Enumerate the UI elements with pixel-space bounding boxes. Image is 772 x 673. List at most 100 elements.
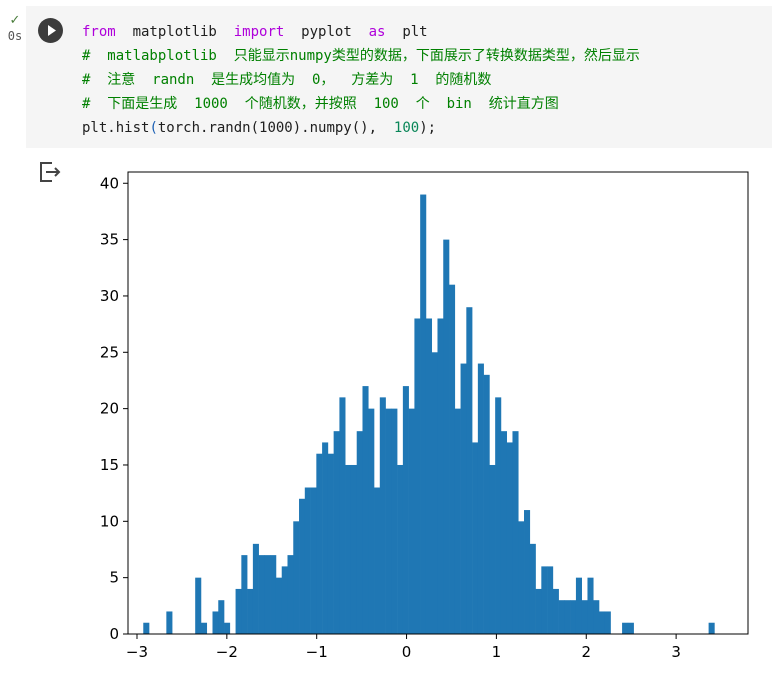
histogram-bar [143,622,150,634]
histogram-bar [270,555,277,634]
histogram-bar [333,431,340,634]
histogram-bar [558,600,565,634]
y-tick-label: 15 [100,456,119,474]
histogram-bar [604,611,611,634]
histogram-bar [535,588,542,634]
output-redirect-icon[interactable] [38,160,64,184]
histogram-bar [379,397,386,634]
code-line-2: # matlabplotlib 只能显示numpy类型的数据，下面展示了转换数据… [82,48,640,64]
histogram-bar [212,611,219,634]
histogram-bar [529,543,536,634]
code-line-3: # 注意 randn 是生成均值为 0， 方差为 1 的随机数 [82,72,492,88]
histogram-bar [368,408,375,634]
histogram-bar [293,521,300,634]
histogram-bar [408,408,415,634]
execution-time: 0s [7,29,23,43]
histogram-bar [524,510,531,634]
run-cell-button[interactable] [38,18,63,43]
histogram-bar [166,611,173,634]
histogram-bar [247,588,254,634]
histogram-bar [235,588,242,634]
histogram-bar [264,555,271,634]
histogram-bar [258,555,265,634]
histogram-bar [454,408,461,634]
histogram-bar [477,363,484,634]
histogram-bar [287,555,294,634]
histogram-bar [362,386,369,634]
histogram-bar [622,622,629,634]
histogram-bar [587,577,594,634]
x-tick-label: 0 [402,643,412,661]
histogram-bar [500,431,508,634]
histogram-bar [322,442,329,634]
histogram-bar [460,363,467,634]
histogram-bar [506,442,513,634]
y-tick-label: 40 [100,174,119,192]
x-tick-label: −2 [216,643,238,661]
cell-status: ✓ 0s [2,14,28,44]
x-axis: −3 −2 −1 0 1 2 3 [126,634,681,661]
histogram-bar [489,464,496,634]
histogram-bar [402,386,409,634]
histogram-bar [431,352,438,634]
y-tick-label: 25 [100,343,119,361]
x-tick-label: 1 [492,643,502,661]
histogram-bar [547,566,554,634]
histogram-bar [345,464,352,634]
plot-frame [127,171,749,635]
histogram-bar [218,600,225,634]
histogram-bar [316,453,323,634]
y-tick-label: 0 [109,625,119,643]
histogram-bar [241,555,248,634]
histogram-bar [518,521,525,634]
histogram-bar [437,318,444,634]
histogram-bar [483,374,490,634]
histogram-bar [425,318,433,634]
histogram-bar [304,487,311,634]
histogram-bar [299,498,306,634]
histogram-bar [552,588,559,634]
code-line-1: from matplotlib import pyplot as plt [82,24,428,40]
histogram-bar [495,397,502,634]
histogram-bar [570,600,577,634]
histogram-bar [356,431,363,634]
y-axis: 0 5 10 15 20 25 30 35 40 [100,174,128,643]
x-tick-label: 3 [671,643,681,661]
y-tick-label: 30 [100,287,119,305]
histogram-bar [420,194,427,634]
histogram-bar [391,408,398,634]
histogram-bar [374,487,381,634]
histogram-bar [200,622,208,634]
histogram-bar [275,577,283,634]
histogram-bar [564,600,571,634]
histogram-bar [443,239,450,635]
histogram-bar [541,566,548,634]
code-editor[interactable]: from matplotlib import pyplot as plt # ma… [82,20,640,140]
histogram-bar [195,577,202,634]
code-line-5: plt.hist(torch.randn(1000).numpy(), 100)… [82,120,437,136]
histogram-bar [310,487,317,634]
histogram-bar [593,600,600,634]
histogram-bar [575,577,582,634]
histogram-bar [281,566,288,634]
histogram-bar [385,408,392,634]
y-tick-label: 5 [109,569,119,587]
histogram-bar [224,622,231,634]
histogram-bar [708,622,715,634]
histogram-bar [472,442,479,634]
histogram-bars [143,194,715,635]
histogram-bar [627,622,634,634]
histogram-bar [327,453,334,634]
histogram-bar [414,318,421,634]
success-check-icon: ✓ [9,13,21,28]
code-cell[interactable] [26,6,772,148]
histogram-bar [339,397,346,634]
x-tick-label: −3 [126,643,148,661]
play-icon [48,25,56,36]
histogram-bar [466,307,473,634]
code-line-4: # 下面是生成 1000 个随机数，并按照 100 个 bin 统计直方图 [82,96,559,112]
histogram-bar [397,464,404,634]
x-tick-label: 2 [581,643,591,661]
histogram-bar [449,284,456,634]
